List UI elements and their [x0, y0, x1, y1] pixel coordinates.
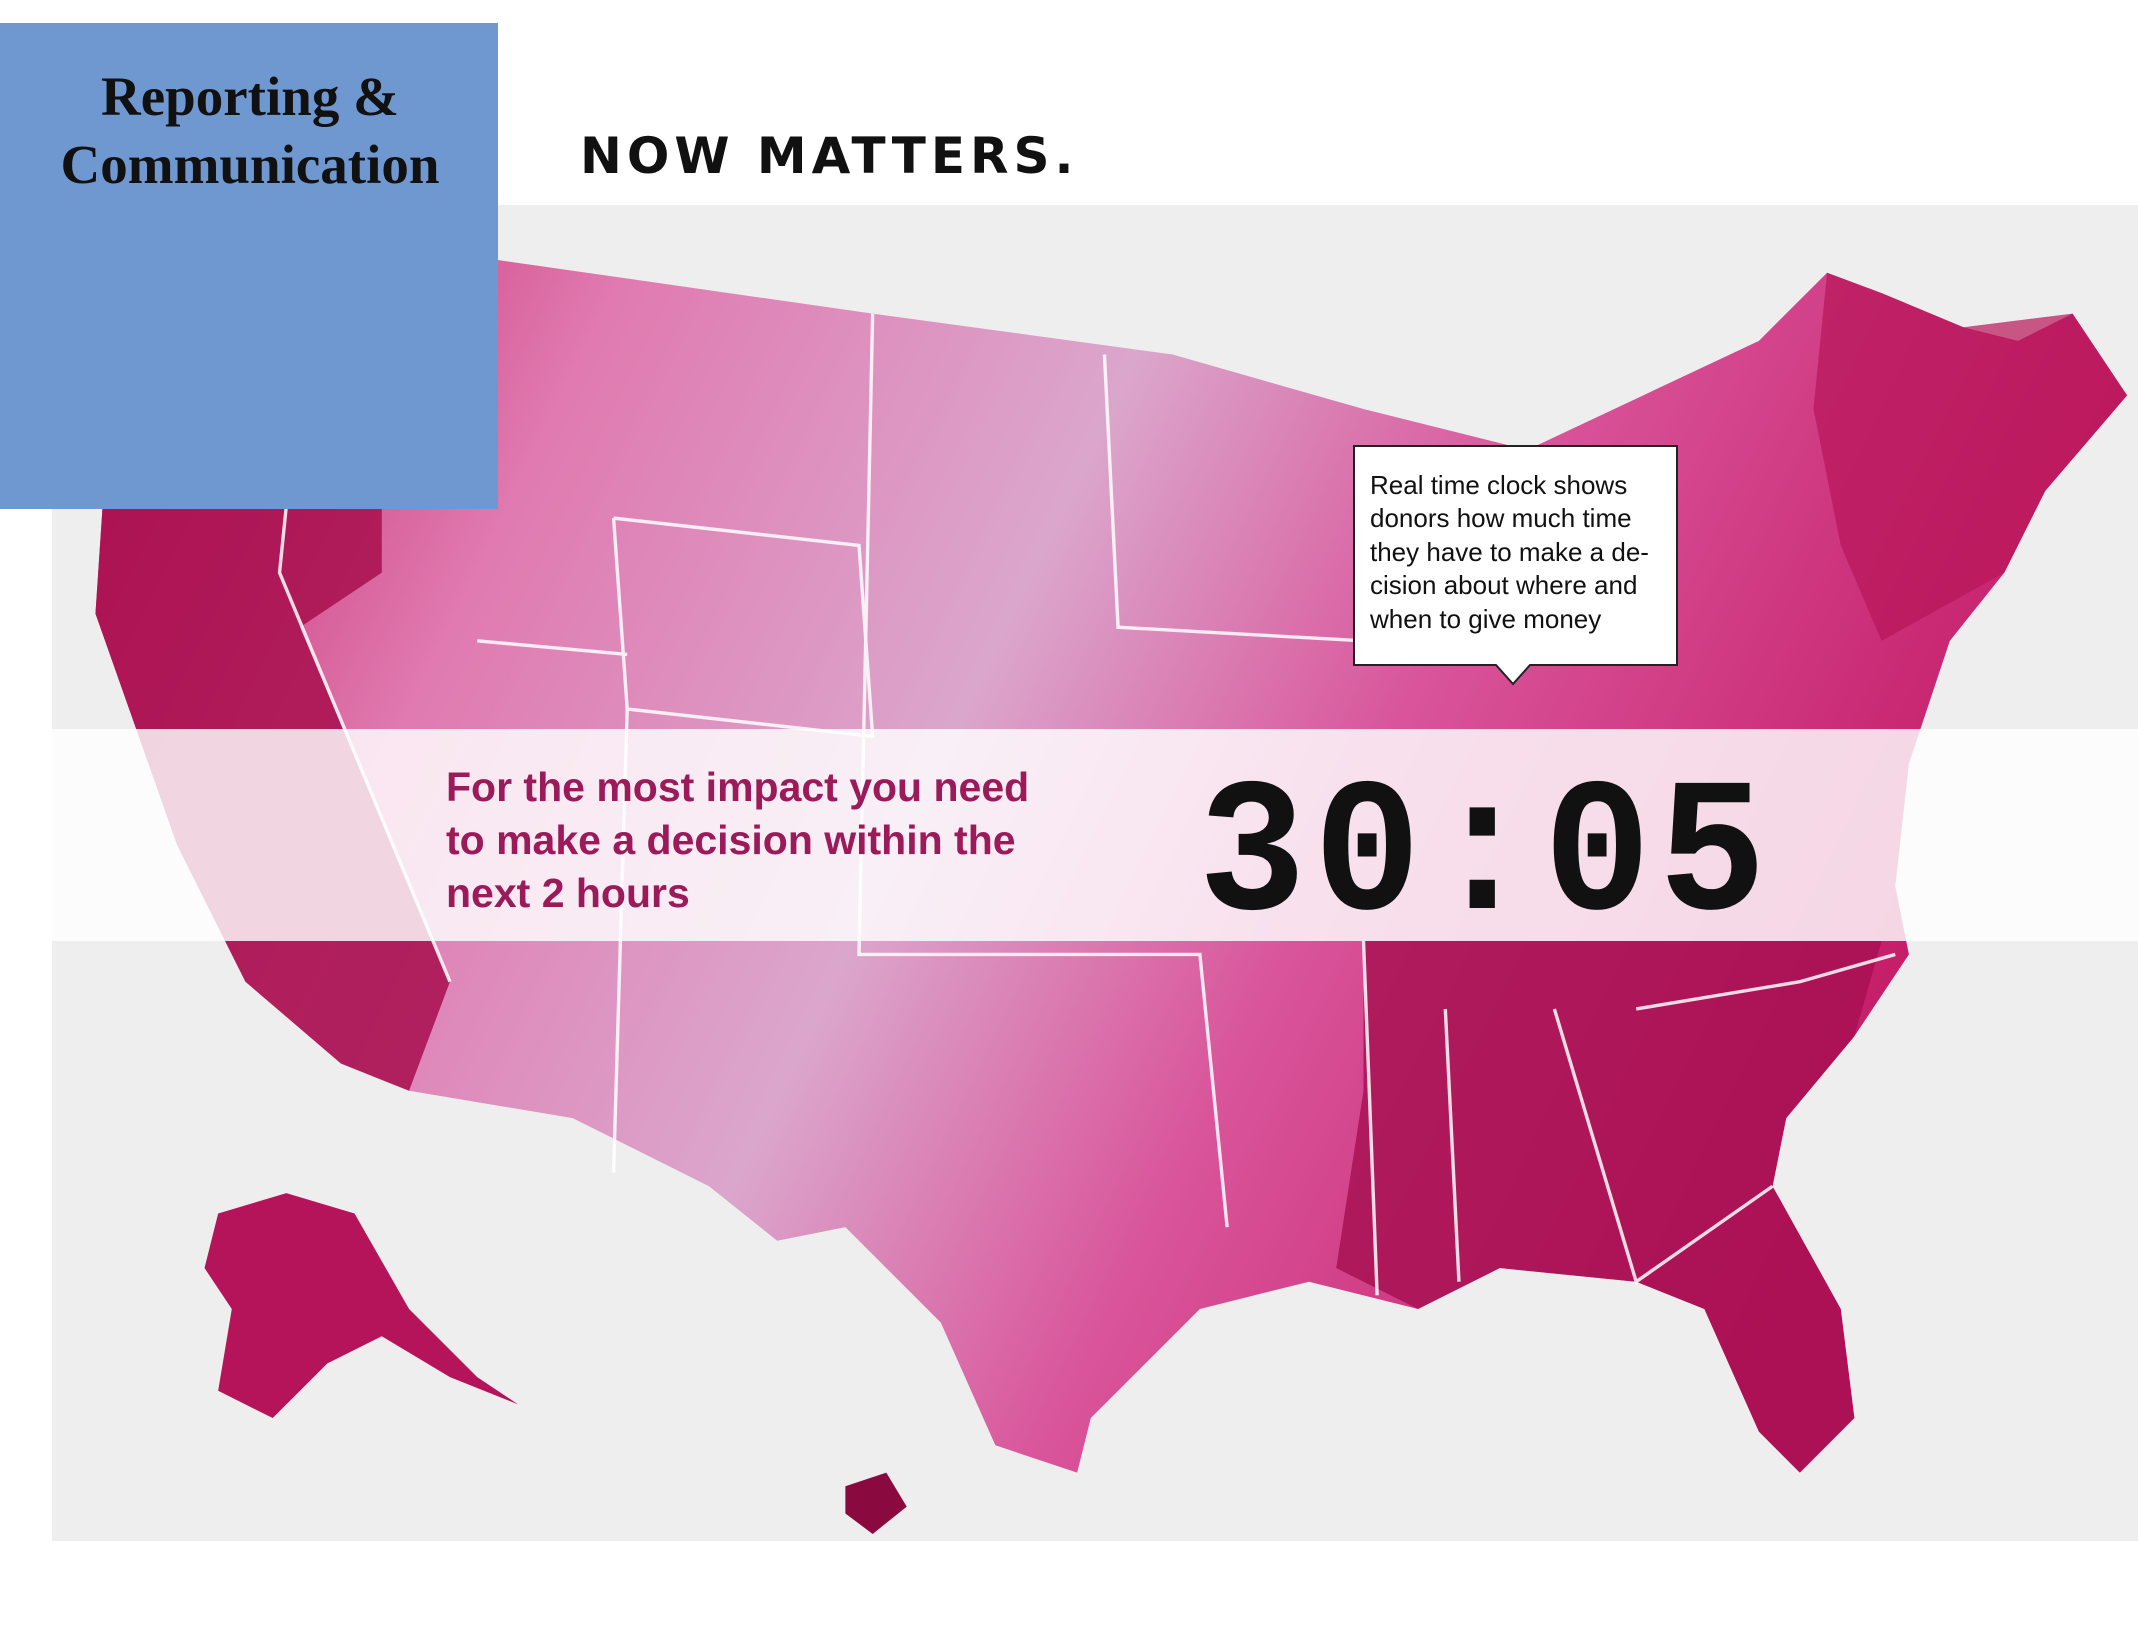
callout-line: donors how much time	[1370, 503, 1632, 533]
callout-box	[1353, 445, 1678, 686]
border	[1635, 952, 1896, 1011]
border	[1102, 354, 1364, 643]
banner-message: next 2 hours	[446, 870, 690, 916]
callout-line: when to give money	[1369, 604, 1601, 634]
border	[1443, 1008, 1461, 1282]
countdown-clock: 30:05	[1199, 751, 1774, 966]
callout-line: cision about where and	[1370, 570, 1637, 600]
title-line: Reporting &	[101, 66, 399, 127]
border	[477, 639, 628, 657]
hawaii	[845, 1472, 907, 1534]
subtitle: NOW MATTERS.	[580, 127, 1079, 185]
alaska	[204, 1193, 519, 1419]
border	[1552, 1008, 1774, 1285]
banner-message: For the most impact you need	[446, 764, 1029, 810]
banner	[52, 729, 2138, 941]
northeast-region	[1813, 272, 2128, 641]
callout-line: Real time clock shows	[1370, 470, 1627, 500]
border	[857, 313, 1229, 1228]
banner-message: to make a decision within the	[446, 817, 1016, 863]
title-box	[0, 23, 498, 509]
title-line: Communication	[61, 134, 440, 195]
southeast-region	[1336, 940, 1882, 1473]
callout-line: they have to make a de-	[1370, 537, 1649, 567]
border	[1361, 940, 1379, 1296]
